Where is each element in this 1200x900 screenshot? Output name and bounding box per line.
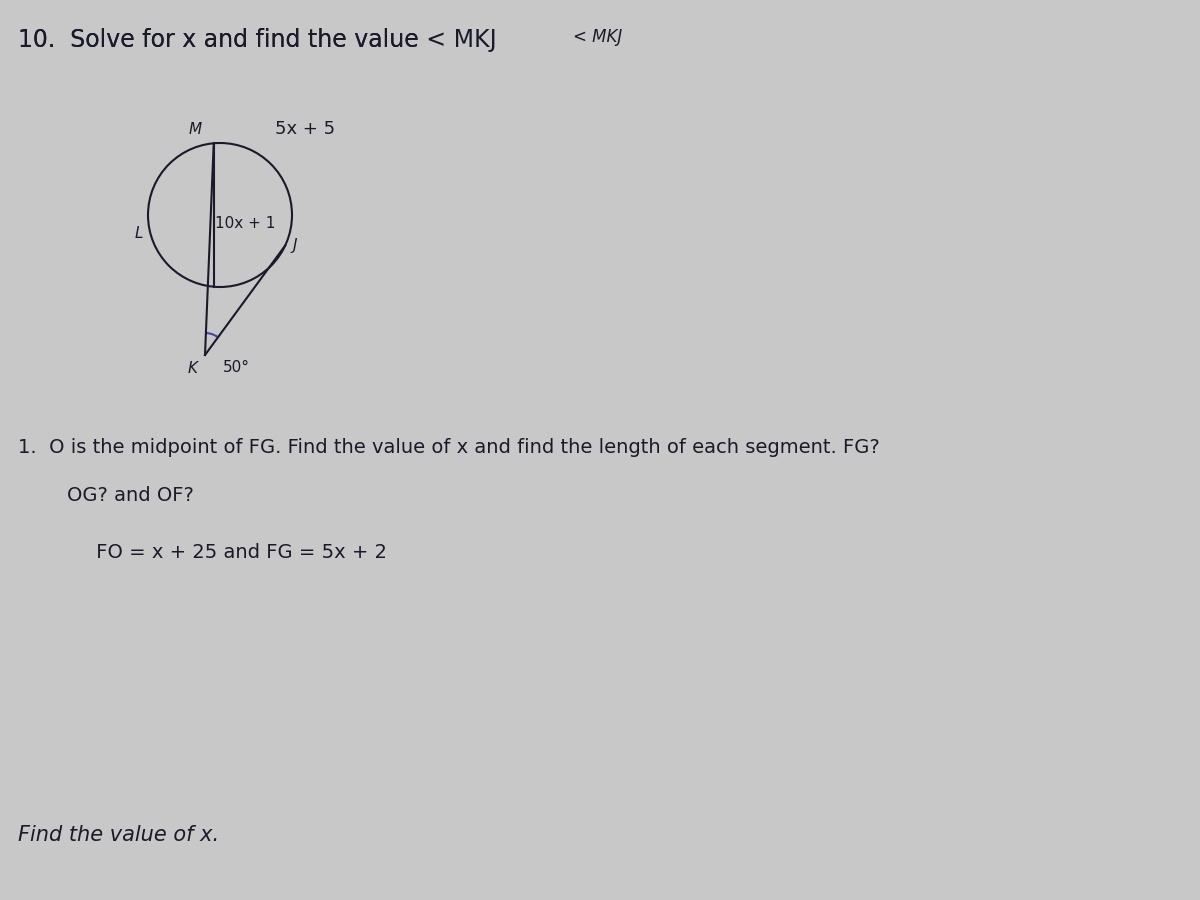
Text: FO = x + 25 and FG = 5x + 2: FO = x + 25 and FG = 5x + 2 xyxy=(65,543,386,562)
Text: M: M xyxy=(188,122,202,138)
Text: OG? and OF?: OG? and OF? xyxy=(42,486,194,505)
Text: 10x + 1: 10x + 1 xyxy=(215,215,275,230)
Text: L: L xyxy=(134,226,143,241)
Text: 1.  O is the midpoint of FG. Find the value of x and find the length of each seg: 1. O is the midpoint of FG. Find the val… xyxy=(18,438,880,457)
Text: J: J xyxy=(293,238,296,253)
Text: Find the value of x.: Find the value of x. xyxy=(18,825,220,845)
Text: < MKJ: < MKJ xyxy=(574,28,623,46)
Text: K: K xyxy=(188,361,198,376)
Text: 5x + 5: 5x + 5 xyxy=(275,121,335,139)
Text: 10.  Solve for x and find the value < MKJ: 10. Solve for x and find the value < MKJ xyxy=(18,28,497,52)
Text: 50°: 50° xyxy=(223,360,250,375)
Text: 10.  Solve for x and find the value: 10. Solve for x and find the value xyxy=(18,28,419,52)
